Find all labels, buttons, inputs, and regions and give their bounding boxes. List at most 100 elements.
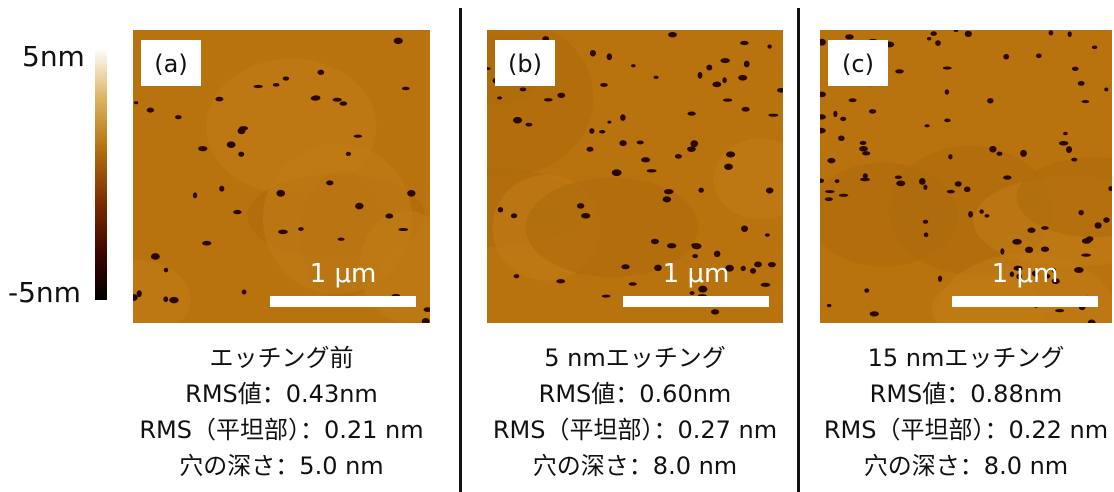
pit — [667, 243, 676, 248]
pit — [317, 70, 324, 75]
pit — [827, 158, 835, 163]
pit — [935, 40, 941, 46]
pit — [838, 135, 845, 141]
pit — [1078, 81, 1085, 86]
pit — [587, 147, 594, 152]
pit — [1000, 248, 1004, 254]
pit — [1072, 67, 1079, 71]
pit — [923, 185, 927, 190]
pit — [938, 276, 942, 282]
pit — [599, 130, 605, 134]
pit — [1059, 141, 1068, 145]
pit — [706, 65, 712, 71]
pit — [283, 76, 289, 80]
pit — [164, 268, 168, 273]
colorbar-min-label: -5nm — [8, 276, 81, 309]
pit — [556, 279, 565, 283]
pit — [895, 176, 902, 180]
pit — [965, 31, 972, 37]
pit — [741, 266, 746, 271]
pit — [653, 76, 658, 79]
pit — [612, 169, 622, 176]
pit — [1066, 146, 1072, 153]
pit — [754, 262, 762, 268]
pit — [333, 98, 342, 102]
pit — [768, 262, 776, 267]
pit — [1041, 247, 1049, 252]
pit — [1055, 309, 1064, 312]
caption-line: 穴の深さ：8.0 nm — [864, 446, 1068, 481]
pit — [1025, 247, 1033, 253]
pit — [590, 50, 596, 57]
pit — [600, 83, 608, 87]
scale-bar — [623, 296, 769, 307]
pit — [651, 239, 659, 245]
pit — [862, 151, 870, 155]
pit — [723, 99, 732, 102]
pit — [514, 274, 520, 278]
caption-line: エッチング前 — [210, 338, 354, 373]
pit — [278, 230, 288, 235]
pit — [1071, 158, 1077, 162]
caption-line: RMS値：0.88nm — [870, 374, 1063, 409]
pit — [134, 101, 138, 104]
pit — [338, 238, 345, 241]
pit — [602, 295, 611, 298]
pit — [690, 291, 695, 295]
pit — [198, 146, 207, 151]
pit — [742, 107, 750, 112]
caption-line: 5 nmエッチング — [544, 338, 726, 373]
pit — [1081, 253, 1091, 256]
pit — [944, 119, 950, 123]
caption-line: RMS値：0.60nm — [539, 374, 732, 409]
pit — [137, 290, 142, 297]
divider — [797, 8, 800, 492]
pit — [1063, 132, 1068, 136]
pit — [1027, 228, 1035, 233]
pit — [964, 187, 971, 192]
pit — [577, 203, 584, 209]
caption-line: RMS（平坦部）：0.27 nm — [493, 410, 777, 445]
pit — [668, 32, 677, 37]
pit — [869, 109, 876, 114]
pit — [724, 164, 733, 170]
pit — [151, 253, 160, 260]
pit — [840, 117, 846, 121]
pit — [859, 146, 868, 152]
pit — [242, 290, 247, 295]
pit — [722, 77, 726, 83]
pit — [544, 98, 553, 101]
pit — [355, 203, 363, 210]
pit — [924, 233, 929, 238]
pit — [690, 140, 698, 147]
pit — [1082, 100, 1090, 103]
pit — [945, 89, 949, 95]
pit — [675, 154, 682, 159]
colorbar — [95, 48, 107, 300]
pit — [1036, 53, 1042, 58]
pit — [985, 214, 990, 217]
pit — [765, 233, 770, 236]
scale-bar-label: 1 μm — [992, 259, 1059, 289]
pit — [1078, 210, 1084, 215]
pit — [1104, 88, 1108, 92]
scale-bar — [952, 296, 1098, 307]
pit — [1086, 236, 1093, 242]
pit — [864, 288, 869, 292]
pit — [1020, 150, 1027, 157]
afm-image: (c)1 μm — [820, 30, 1112, 323]
pit — [1074, 267, 1084, 273]
pit — [340, 101, 348, 105]
pit — [768, 114, 778, 117]
pit — [1068, 31, 1072, 37]
pit — [968, 211, 973, 218]
afm-image: (b)1 μm — [487, 30, 783, 323]
pit — [163, 296, 168, 302]
pit — [927, 37, 931, 40]
pit — [930, 31, 936, 36]
pit — [619, 140, 626, 146]
scale-bar — [270, 296, 416, 307]
pit — [1049, 30, 1054, 35]
panel-label: (b) — [508, 50, 542, 78]
pit — [698, 188, 703, 193]
